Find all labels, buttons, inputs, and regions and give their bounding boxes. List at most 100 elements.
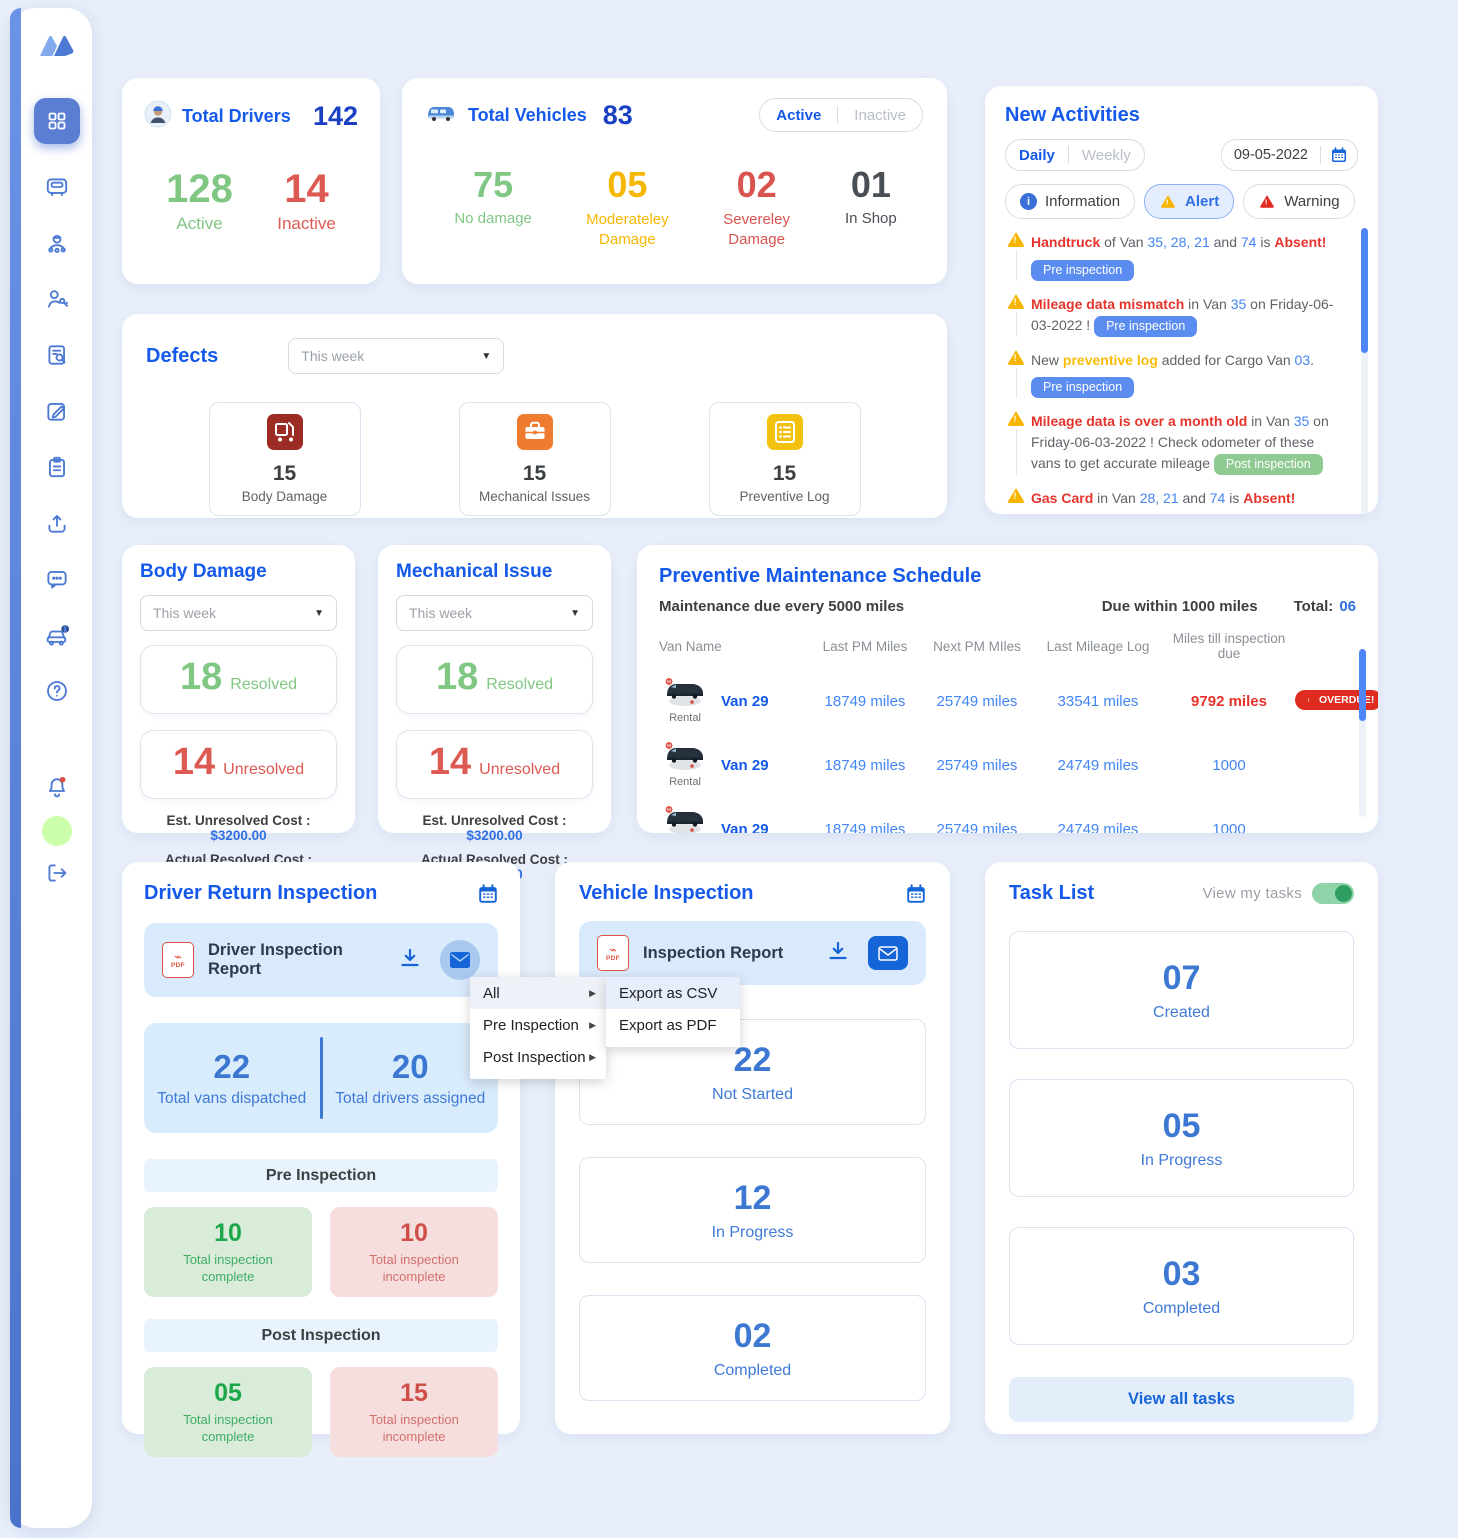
toggle-inactive[interactable]: Inactive (854, 106, 906, 124)
dispatch-stats: 22 Total vans dispatched 20 Total driver… (144, 1023, 498, 1133)
active-drivers-stat: 128 Active (166, 167, 233, 233)
van-thumbnail: Rental (659, 806, 711, 833)
activities-scrollbar[interactable] (1361, 228, 1368, 353)
app-logo-icon[interactable] (34, 30, 80, 64)
view-my-tasks-label: View my tasks (1202, 885, 1302, 902)
filter-alert[interactable]: Alert (1144, 184, 1235, 219)
maintenance-scrollbar-track[interactable] (1359, 649, 1366, 817)
body-damage-card: Body Damage This week ▼ 18 Resolved 14 Un… (122, 545, 355, 882)
sidebar-item-notifications[interactable] (44, 774, 70, 800)
menu-item-export-csv[interactable]: Export as CSV (606, 977, 740, 1009)
activity-item[interactable]: Handtruck of Van 35, 28, 21 and 74 is Ab… (1005, 232, 1335, 281)
view-all-tasks-button[interactable]: View all tasks (1009, 1377, 1354, 1422)
moderate-damage-stat: 05 Moderateley Damage (586, 164, 669, 248)
toggle-weekly[interactable]: Weekly (1081, 146, 1131, 164)
defects-period-select[interactable]: This week ▼ (288, 338, 505, 374)
driver-avatar-icon (144, 100, 172, 133)
total-label: Total: (1293, 598, 1334, 615)
filter-warning[interactable]: Warning (1243, 184, 1355, 219)
sidebar-item-vehicle-alerts[interactable]: ! (43, 622, 71, 648)
vehicle-inspection-card: Vehicle Inspection ⌁ PDF Inspection Repor… (555, 862, 950, 1434)
toggle-active[interactable]: Active (776, 106, 822, 124)
my-tasks-toggle[interactable] (1312, 883, 1354, 904)
mechanical-period-select[interactable]: This week ▼ (396, 595, 593, 631)
driver-return-inspection-card: Driver Return Inspection ⌁ PDF Driver Ins… (122, 862, 520, 1457)
pre-incomplete-tile: 10 Total inspection incomplete (330, 1207, 498, 1297)
menu-item-post-inspection[interactable]: Post Inspection ▶ (483, 1048, 596, 1066)
activities-scrollbar-track[interactable] (1361, 228, 1368, 514)
alert-icon (1007, 232, 1025, 247)
body-damage-period-select[interactable]: This week ▼ (140, 595, 337, 631)
sidebar-item-messages[interactable] (44, 566, 70, 592)
sidebar-item-reports[interactable] (44, 342, 70, 368)
info-icon: i (1020, 193, 1037, 210)
preventive-log-tile[interactable]: 15 Preventive Log (708, 402, 861, 516)
export-submenu: Export as CSV Export as PDF (606, 977, 740, 1047)
warning-icon (1259, 195, 1275, 208)
table-row[interactable]: Rental Van 29 18749 miles 25749 miles 24… (659, 735, 1356, 795)
card-title: Driver Return Inspection (144, 882, 378, 904)
maintenance-scrollbar[interactable] (1359, 649, 1366, 721)
activity-item[interactable]: Mileage data is over a month old in Van … (1005, 411, 1335, 475)
download-icon[interactable] (398, 946, 422, 975)
pdf-icon: ⌁ PDF (597, 935, 629, 971)
sidebar-item-vehicles[interactable] (44, 174, 70, 200)
activity-item[interactable]: New preventive log added for Cargo Van 0… (1005, 350, 1335, 398)
card-title: Mechanical Issue (396, 561, 553, 582)
pre-inspection-badge: Pre inspection (1031, 377, 1135, 398)
toolbox-icon (516, 414, 553, 455)
sidebar-item-edit-forms[interactable] (44, 398, 70, 424)
calendar-icon[interactable] (906, 883, 926, 904)
total-drivers-count: 142 (312, 101, 358, 131)
warning-icon (1304, 695, 1314, 704)
filter-information[interactable]: i Information (1005, 184, 1136, 219)
menu-item-pre-inspection[interactable]: Pre Inspection ▶ (483, 1016, 596, 1034)
calendar-icon[interactable] (478, 883, 498, 904)
user-avatar[interactable] (41, 816, 72, 846)
unresolved-box: 14 Unresolved (396, 730, 593, 799)
in-progress-stat: 05 In Progress (1009, 1079, 1354, 1197)
report-label: Inspection Report (643, 943, 784, 962)
svg-text:!: ! (63, 627, 65, 634)
van-name[interactable]: Van 29 (721, 820, 769, 834)
completed-stat: 02 Completed (579, 1295, 926, 1401)
sidebar-item-inspection-log[interactable] (44, 454, 70, 480)
van-name[interactable]: Van 29 (721, 756, 769, 774)
sidebar-item-dashboard[interactable] (33, 98, 80, 144)
calendar-icon[interactable] (1321, 147, 1357, 163)
post-incomplete-tile: 15 Total inspection incomplete (330, 1367, 498, 1457)
sidebar: ! (10, 8, 92, 1528)
created-stat: 07 Created (1009, 931, 1354, 1049)
activity-item[interactable]: Gas Card in Van 28, 21 and 74 is Absent!… (1005, 488, 1335, 514)
severe-damage-stat: 02 Severeley Damage (723, 164, 790, 248)
activity-list: Handtruck of Van 35, 28, 21 and 74 is Ab… (1005, 232, 1335, 514)
card-title: Defects (146, 344, 219, 367)
chevron-down-icon: ▼ (314, 607, 324, 619)
body-damage-tile[interactable]: 15 Body Damage (208, 402, 361, 516)
date-picker[interactable]: 09-05-2022 (1220, 139, 1358, 171)
menu-item-all[interactable]: All ▶ (470, 977, 606, 1009)
sidebar-item-help[interactable] (44, 678, 70, 704)
activity-item[interactable]: Mileage data mismatch in Van 35 on Frida… (1005, 294, 1335, 337)
table-row[interactable]: Rental Van 29 18749 miles 25749 miles 24… (659, 799, 1356, 833)
toggle-daily[interactable]: Daily (1019, 146, 1055, 164)
table-row[interactable]: Rental Van 29 18749 miles 25749 miles 33… (659, 671, 1378, 731)
alert-icon (1007, 294, 1025, 309)
in-progress-stat: 12 In Progress (579, 1157, 926, 1263)
mail-icon[interactable] (440, 940, 480, 980)
van-name[interactable]: Van 29 (721, 692, 769, 710)
post-inspection-badge: Post inspection (1213, 454, 1323, 475)
submenu-arrow-icon: ▶ (589, 1019, 596, 1030)
pre-inspection-badge: Pre inspection (1031, 260, 1135, 281)
sidebar-item-upload[interactable] (44, 510, 70, 536)
sidebar-item-driver-access[interactable] (44, 286, 70, 312)
menu-item-export-pdf[interactable]: Export as PDF (619, 1016, 717, 1034)
mail-icon[interactable] (868, 936, 908, 970)
download-icon[interactable] (826, 939, 850, 968)
sidebar-item-drivers[interactable] (44, 230, 70, 256)
mechanical-issues-tile[interactable]: 15 Mechanical Issues (458, 402, 611, 516)
card-title: Total Drivers (182, 106, 291, 126)
alert-icon (1007, 350, 1025, 365)
sidebar-item-logout[interactable] (44, 860, 70, 886)
